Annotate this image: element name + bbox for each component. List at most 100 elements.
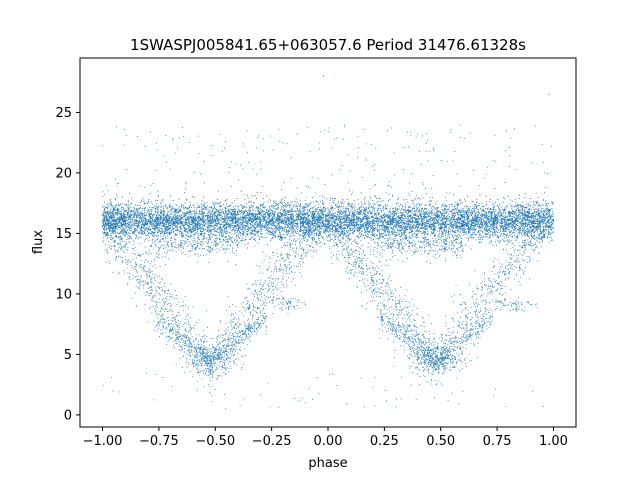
data-point bbox=[273, 201, 276, 204]
data-point bbox=[397, 199, 399, 201]
data-point bbox=[408, 206, 410, 208]
data-point bbox=[317, 224, 320, 226]
data-point bbox=[291, 228, 293, 230]
data-point bbox=[459, 221, 461, 223]
data-point bbox=[434, 213, 436, 215]
data-point bbox=[415, 235, 417, 237]
data-point bbox=[189, 204, 192, 206]
data-point bbox=[144, 239, 146, 241]
data-point bbox=[165, 205, 167, 207]
data-point bbox=[438, 234, 440, 236]
data-point bbox=[512, 217, 514, 220]
data-point bbox=[321, 226, 323, 228]
data-point bbox=[149, 219, 151, 221]
data-point bbox=[483, 213, 486, 215]
data-point bbox=[232, 206, 234, 208]
data-point bbox=[441, 203, 443, 205]
data-point bbox=[529, 205, 531, 207]
data-point bbox=[153, 226, 155, 228]
data-point bbox=[304, 199, 306, 201]
data-point bbox=[372, 210, 374, 212]
data-point bbox=[263, 227, 265, 229]
data-point bbox=[238, 214, 240, 216]
data-point bbox=[494, 216, 496, 218]
data-point bbox=[146, 230, 149, 232]
data-point bbox=[287, 234, 289, 236]
data-point bbox=[148, 210, 150, 212]
data-point bbox=[442, 210, 444, 212]
data-point bbox=[373, 215, 375, 217]
data-point bbox=[205, 207, 208, 209]
data-point bbox=[274, 211, 276, 213]
data-point bbox=[318, 214, 320, 216]
data-point bbox=[402, 229, 404, 231]
data-point bbox=[418, 229, 420, 231]
data-point bbox=[202, 215, 205, 217]
data-point bbox=[546, 236, 549, 238]
data-point bbox=[125, 235, 127, 237]
data-point bbox=[186, 231, 188, 234]
data-point bbox=[526, 234, 528, 236]
data-point bbox=[182, 215, 184, 217]
data-point bbox=[534, 238, 536, 240]
data-point bbox=[394, 231, 396, 233]
data-point bbox=[322, 200, 324, 202]
data-point bbox=[259, 205, 261, 207]
data-point bbox=[329, 215, 331, 217]
data-point bbox=[478, 229, 480, 231]
data-point bbox=[287, 223, 289, 225]
data-point bbox=[340, 216, 342, 218]
data-point bbox=[284, 228, 286, 230]
data-point bbox=[506, 216, 508, 218]
data-point bbox=[213, 204, 215, 206]
data-point bbox=[503, 197, 505, 199]
data-point bbox=[326, 231, 328, 233]
data-point bbox=[454, 224, 456, 226]
data-point bbox=[156, 199, 158, 201]
data-point bbox=[209, 235, 211, 237]
data-point bbox=[473, 218, 475, 220]
data-point bbox=[183, 213, 185, 215]
data-point bbox=[328, 224, 330, 226]
data-point bbox=[193, 218, 195, 220]
data-point bbox=[189, 201, 191, 203]
data-point bbox=[445, 208, 447, 210]
data-point bbox=[401, 234, 403, 237]
data-point bbox=[489, 237, 491, 239]
data-point bbox=[397, 216, 399, 218]
data-point bbox=[230, 223, 232, 225]
data-point bbox=[541, 240, 543, 242]
data-point bbox=[515, 236, 517, 238]
data-point bbox=[418, 197, 420, 199]
data-point bbox=[485, 195, 487, 197]
data-point bbox=[405, 210, 407, 212]
data-point bbox=[239, 228, 241, 230]
data-point bbox=[551, 208, 553, 210]
data-point bbox=[446, 237, 448, 239]
data-point bbox=[542, 227, 544, 229]
data-point bbox=[449, 220, 451, 222]
data-point bbox=[387, 234, 389, 236]
data-point bbox=[240, 215, 242, 217]
data-point bbox=[186, 225, 189, 227]
data-point bbox=[352, 217, 354, 219]
data-point bbox=[314, 238, 316, 240]
data-point bbox=[525, 239, 527, 241]
data-point bbox=[259, 224, 261, 226]
data-point bbox=[249, 200, 251, 202]
data-point bbox=[366, 215, 368, 217]
data-point bbox=[140, 236, 142, 238]
data-point bbox=[208, 251, 211, 253]
data-point bbox=[437, 221, 440, 223]
data-point bbox=[182, 234, 184, 236]
data-point bbox=[163, 212, 166, 214]
data-point bbox=[197, 220, 199, 222]
data-point bbox=[389, 232, 391, 234]
data-point bbox=[480, 229, 482, 231]
data-point bbox=[510, 232, 512, 234]
data-point bbox=[539, 228, 542, 230]
data-point bbox=[364, 196, 366, 198]
data-point bbox=[139, 230, 141, 232]
data-point bbox=[390, 210, 392, 212]
data-point bbox=[536, 230, 538, 232]
